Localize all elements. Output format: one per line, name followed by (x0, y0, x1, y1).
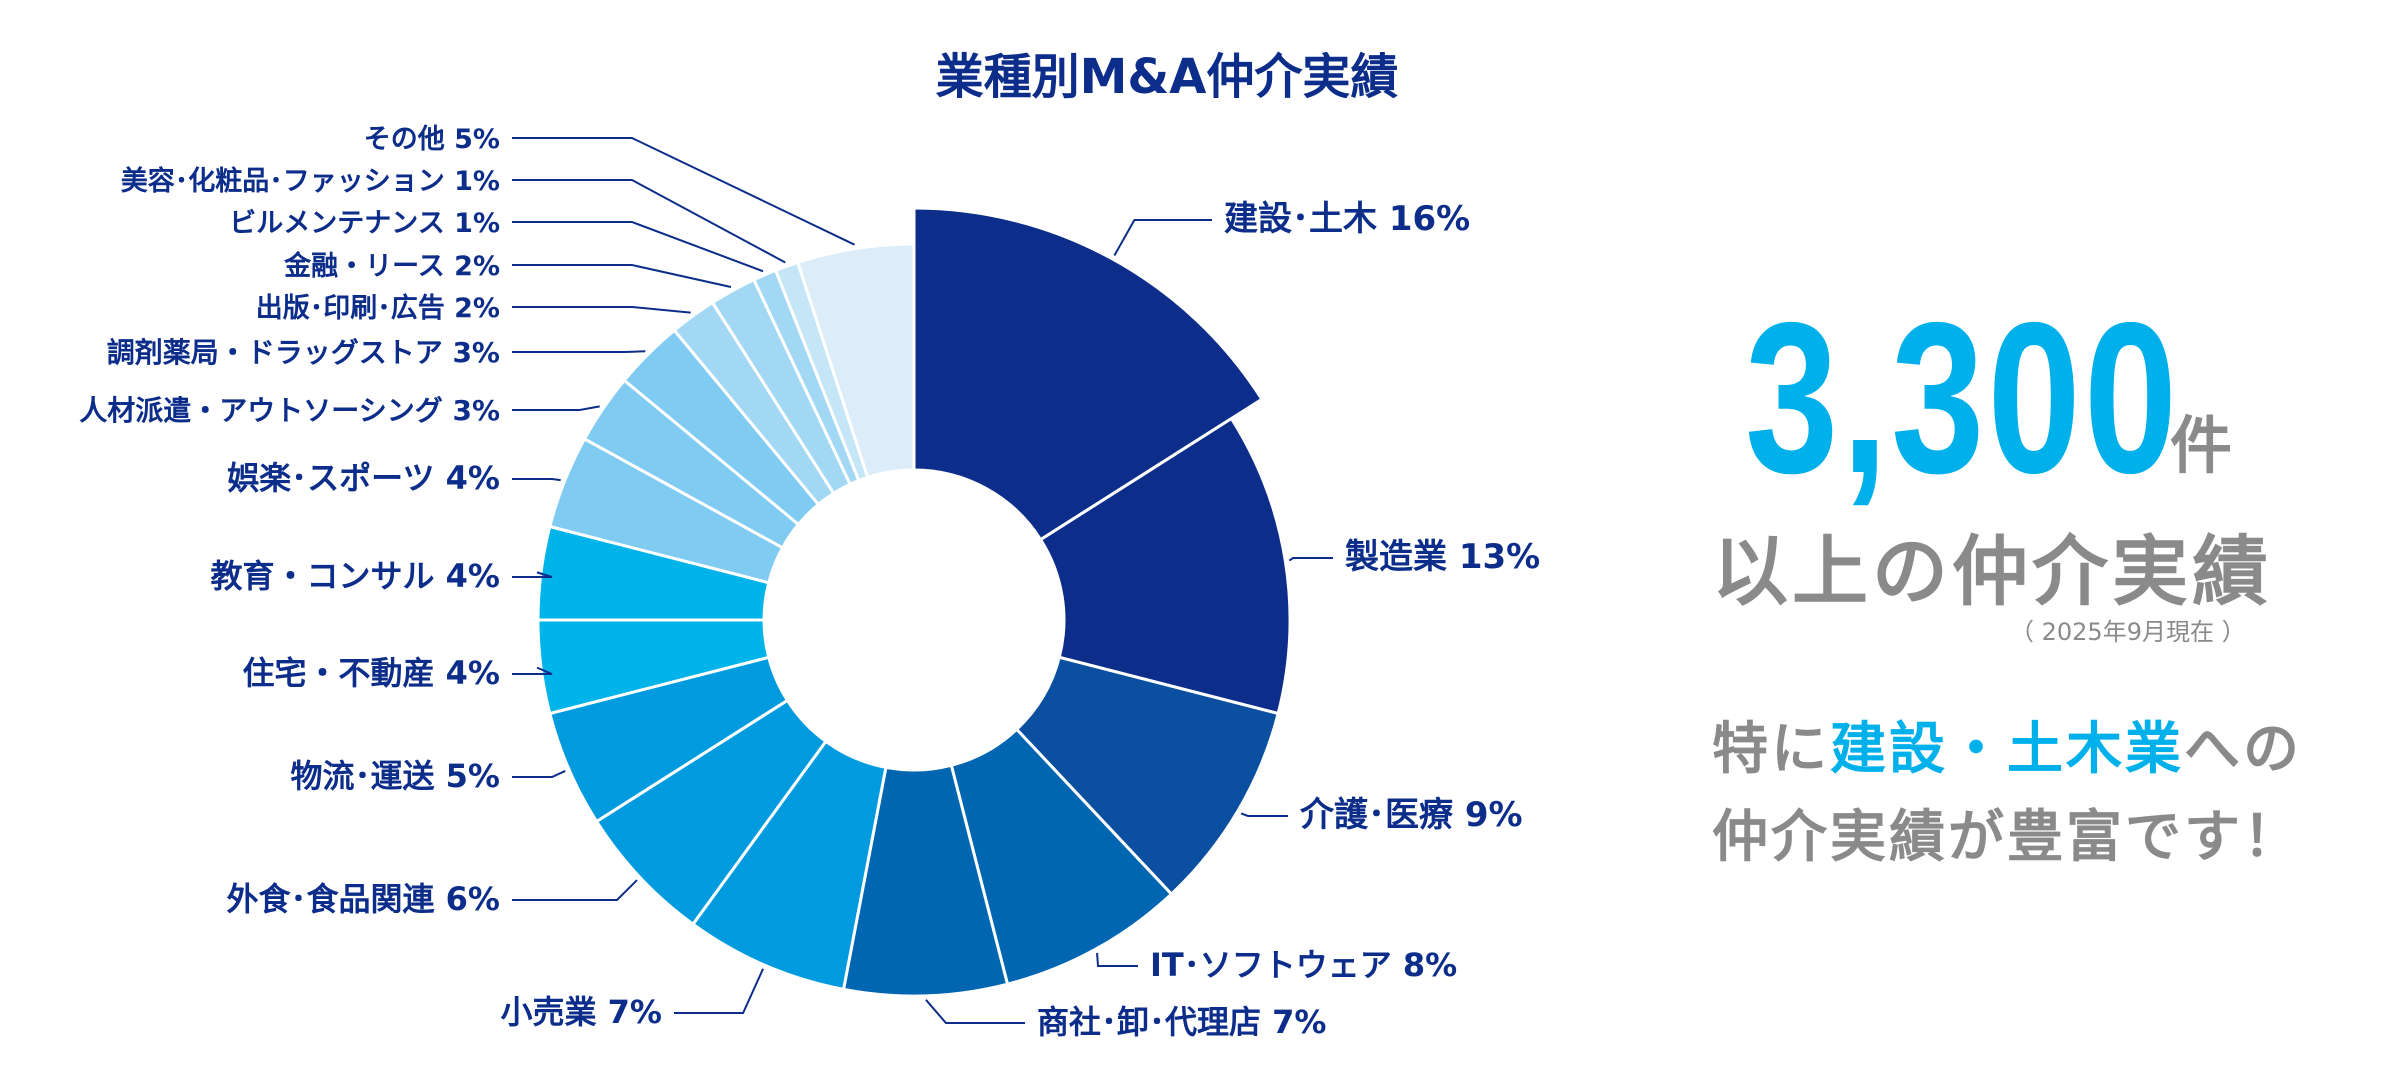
deal-subtitle: 以上の仲介実績 (1712, 527, 2272, 616)
slice-label-17: その他 5% (364, 124, 500, 155)
slice-label-9: 教育・コンサル 4% (211, 557, 500, 595)
leader-line-11 (512, 405, 600, 411)
leader-line-0 (1113, 219, 1212, 256)
leader-line-3 (1096, 952, 1138, 967)
message-post: への (2184, 717, 2302, 782)
leader-line-2 (1240, 812, 1288, 817)
slice-label-1: 製造業 13% (1345, 537, 1540, 577)
leader-line-14 (512, 264, 732, 288)
leader-line-4 (925, 999, 1025, 1024)
leader-line-12 (512, 350, 646, 353)
slice-label-11: 人材派遣・アウトソーシング 3% (79, 394, 500, 427)
slice-2 (1014, 655, 1281, 897)
leader-line-1 (1288, 557, 1333, 562)
leader-line-10 (512, 478, 561, 482)
message-pre: 特に (1712, 717, 1830, 782)
slice-label-14: 金融・リース 2% (283, 250, 500, 282)
slice-label-16: 美容･化粧品･ファッション 1% (121, 165, 500, 197)
highlight-message: 特に建設・土木業への 仲介実績が豊富です！ (1712, 706, 2302, 882)
slice-label-13: 出版･印刷･広告 2% (256, 292, 500, 324)
slice-label-5: 小売業 7% (501, 993, 662, 1031)
chart-title: 業種別M&A仲介実績 (936, 49, 1399, 105)
leader-line-9 (512, 571, 553, 578)
message-line2: 仲介実績が豊富です！ (1712, 805, 2302, 870)
deal-count-unit: 件 (2170, 409, 2233, 482)
slice-label-4: 商社･卸･代理店 7% (1037, 1003, 1326, 1041)
leader-line-15 (512, 221, 764, 273)
leader-line-5 (674, 968, 764, 1014)
slice-label-12: 調剤薬局・ドラッグストア 3% (107, 336, 500, 369)
as-of-date: （ 2025年9月現在 ） (2010, 618, 2246, 646)
deal-count: 3,300 (1745, 277, 2181, 518)
leader-line-6 (512, 879, 638, 901)
slice-label-3: IT･ソフトウェア 8% (1150, 946, 1457, 984)
leader-line-13 (512, 306, 691, 314)
leader-line-7 (512, 770, 566, 778)
leader-line-8 (512, 666, 553, 675)
slice-label-10: 娯楽･スポーツ 4% (227, 459, 500, 497)
slice-17 (795, 242, 916, 480)
slice-1 (1038, 416, 1292, 716)
slice-label-15: ビルメンテナンス 1% (229, 208, 500, 239)
leader-line-16 (512, 179, 786, 264)
slice-0 (912, 206, 1264, 542)
slice-label-8: 住宅・不動産 4% (243, 654, 500, 692)
slice-label-2: 介護･医療 9% (1300, 795, 1523, 835)
leader-line-17 (512, 137, 855, 246)
message-highlight: 建設・土木業 (1830, 717, 2184, 782)
slice-label-0: 建設･土木 16% (1224, 199, 1470, 239)
slice-label-6: 外食･食品関連 6% (227, 880, 500, 918)
slice-label-7: 物流･運送 5% (291, 757, 500, 795)
